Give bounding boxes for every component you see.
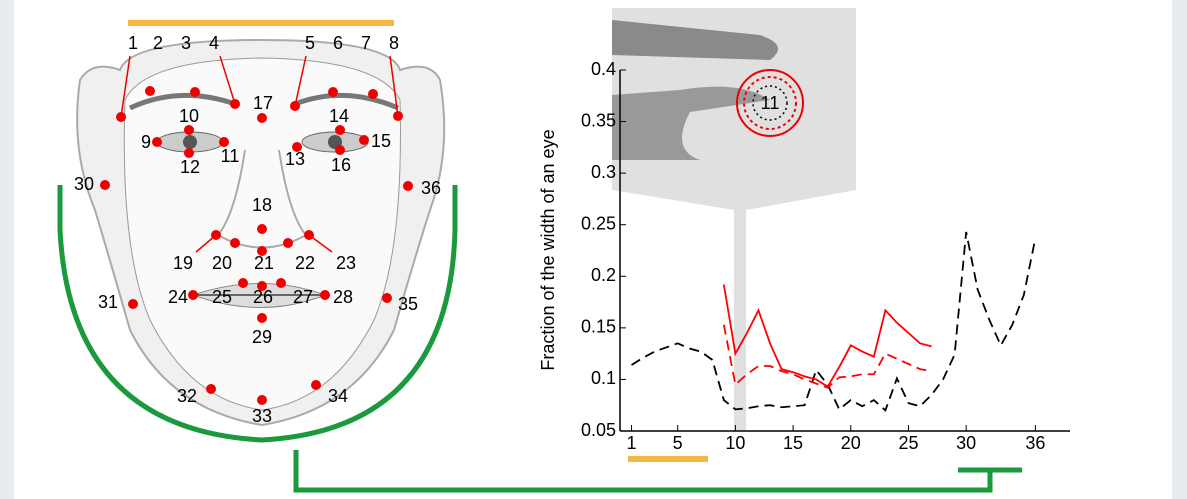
landmark-label: 26 xyxy=(253,287,273,307)
eyebrow-bracket xyxy=(128,20,394,26)
landmark-label: 4 xyxy=(209,33,219,53)
landmark-dot xyxy=(238,278,248,288)
landmark-label: 34 xyxy=(328,386,348,406)
x-tick-label: 20 xyxy=(841,433,861,453)
landmark-dot xyxy=(184,125,194,135)
landmark-label: 9 xyxy=(141,132,151,152)
x-tick-label: 36 xyxy=(1025,433,1045,453)
y-tick-label: 0.2 xyxy=(591,265,616,285)
landmark-dot xyxy=(145,86,155,96)
landmark-label: 33 xyxy=(252,406,272,426)
landmark-dot xyxy=(276,278,286,288)
landmark-label: 28 xyxy=(333,287,353,307)
landmark-label: 24 xyxy=(168,287,188,307)
landmark-label: 23 xyxy=(336,253,356,273)
landmark-label: 2 xyxy=(153,33,163,53)
landmark-label: 27 xyxy=(293,287,313,307)
y-axis-label: Fraction of the width of an eye xyxy=(538,129,558,370)
landmark-dot xyxy=(368,89,378,99)
landmark-dot xyxy=(190,87,200,97)
landmark-dot xyxy=(257,313,267,323)
landmark-dot xyxy=(359,135,369,145)
landmark-label: 18 xyxy=(252,195,272,215)
landmark-dot xyxy=(393,111,403,121)
landmark-label: 20 xyxy=(212,253,232,273)
landmark-dot xyxy=(328,87,338,97)
landmark-label: 12 xyxy=(180,157,200,177)
landmark-label: 6 xyxy=(333,33,343,53)
landmark-dot xyxy=(257,224,267,234)
landmark-label: 8 xyxy=(389,33,399,53)
x-tick-label: 10 xyxy=(725,433,745,453)
y-tick-label: 0.4 xyxy=(591,59,616,79)
y-tick-label: 0.3 xyxy=(591,162,616,182)
landmark-dot xyxy=(211,230,221,240)
landmark-label: 19 xyxy=(173,253,193,273)
landmark-label: 32 xyxy=(177,386,197,406)
landmark-label: 22 xyxy=(295,253,315,273)
landmark-label: 16 xyxy=(331,155,351,175)
landmark-dot xyxy=(100,180,110,190)
landmark-dot xyxy=(128,299,138,309)
landmark-label: 29 xyxy=(252,327,272,347)
y-tick-label: 0.25 xyxy=(581,213,616,233)
landmark-label: 30 xyxy=(74,174,94,194)
landmark-label: 1 xyxy=(128,33,138,53)
x-tick-label: 15 xyxy=(783,433,803,453)
x-tick-label: 25 xyxy=(898,433,918,453)
landmark-label: 3 xyxy=(181,33,191,53)
landmark-label: 35 xyxy=(398,294,418,314)
landmark-dot xyxy=(283,238,293,248)
y-tick-label: 0.35 xyxy=(581,110,616,130)
landmark-label: 10 xyxy=(179,106,199,126)
landmark-label: 15 xyxy=(371,131,391,151)
landmark-label: 13 xyxy=(285,149,305,169)
landmark-label: 17 xyxy=(253,93,273,113)
landmark-dot xyxy=(335,145,345,155)
landmark-dot xyxy=(230,238,240,248)
y-tick-label: 0.1 xyxy=(591,368,616,388)
y-tick-label: 0.05 xyxy=(581,420,616,440)
landmark-dot xyxy=(257,113,267,123)
x-tick-label: 1 xyxy=(627,433,637,453)
landmark-label: 7 xyxy=(361,33,371,53)
landmark-dot xyxy=(304,230,314,240)
landmark-dot xyxy=(403,181,413,191)
inset-label: 11 xyxy=(761,93,780,113)
landmark-dot xyxy=(152,137,162,147)
landmark-label: 14 xyxy=(329,106,349,126)
x-tick-label: 5 xyxy=(673,433,683,453)
landmark-label: 11 xyxy=(221,146,240,166)
landmark-dot xyxy=(206,384,216,394)
landmark-label: 36 xyxy=(421,178,441,198)
x-tick-label: 30 xyxy=(956,433,976,453)
landmark-label: 21 xyxy=(254,253,274,273)
landmark-dot xyxy=(116,112,126,122)
eyebrow-x-bracket xyxy=(628,456,708,462)
landmark-label: 31 xyxy=(98,292,118,312)
landmark-dot xyxy=(382,293,392,303)
page: 11 Fraction of the width of an eye 12345… xyxy=(0,0,1187,499)
landmark-dot xyxy=(311,380,321,390)
landmark-label: 5 xyxy=(305,33,315,53)
landmark-dot xyxy=(257,395,267,405)
landmark-dot xyxy=(188,290,198,300)
landmark-label: 25 xyxy=(212,287,232,307)
landmark-dot xyxy=(230,99,240,109)
landmark-dot xyxy=(335,125,345,135)
landmark-dot xyxy=(290,101,300,111)
y-tick-label: 0.15 xyxy=(581,317,616,337)
landmark-dot xyxy=(320,290,330,300)
figure: 11 Fraction of the width of an eye 12345… xyxy=(0,0,1187,499)
